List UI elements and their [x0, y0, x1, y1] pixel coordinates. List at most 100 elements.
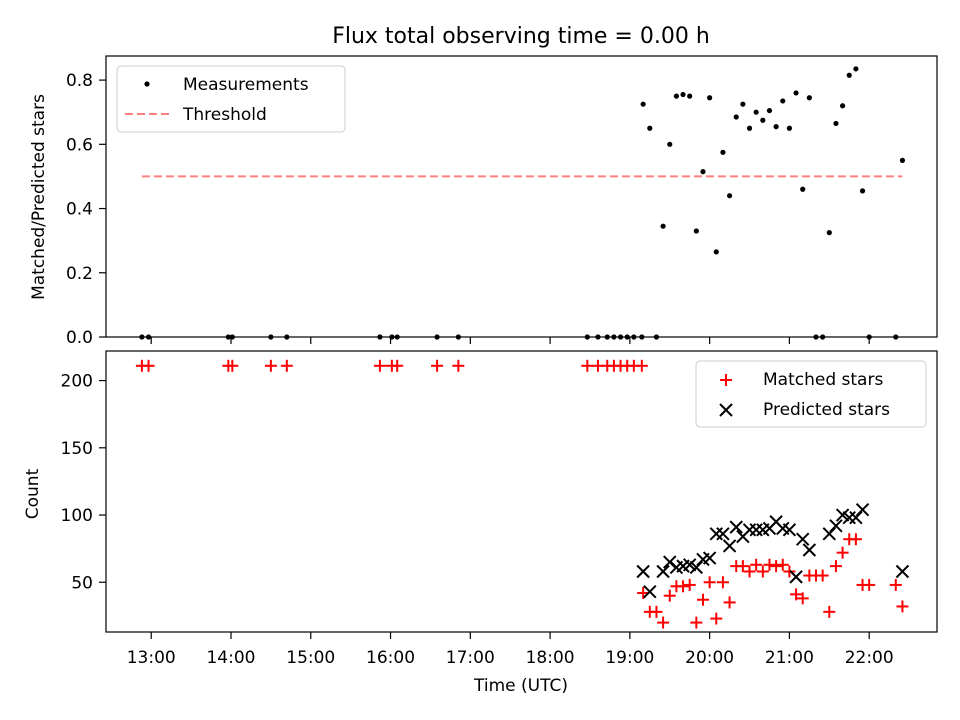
top-plot-frame: [105, 55, 938, 338]
top-panel: Flux total observing time = 0.00 h Match…: [29, 24, 938, 348]
bottom-y-tick-label: 200: [61, 372, 93, 392]
predicted-star-point: [656, 564, 670, 579]
top-y-tick-label: 0.0: [66, 328, 93, 348]
matched-star-point: [226, 359, 239, 372]
measurement-point: [667, 141, 673, 147]
top-y-tick-label: 0.6: [66, 135, 93, 155]
measurement-point: [700, 169, 706, 175]
x-tick-label: 15:00: [286, 648, 335, 668]
measurement-point: [740, 101, 746, 107]
x-tick-label: 13:00: [127, 648, 176, 668]
matched-star-point: [776, 558, 789, 571]
matched-star-point: [863, 578, 876, 591]
predicted-star-point: [822, 527, 837, 541]
measurement-point: [800, 186, 806, 192]
matched-star-point: [836, 546, 849, 559]
measurement-point: [839, 103, 846, 109]
measurement-point: [766, 107, 773, 114]
x-tick-label: 14:00: [206, 648, 255, 668]
matched-star-point: [142, 359, 155, 372]
matched-star-point: [696, 593, 709, 606]
legend-predicted-marker: [719, 403, 733, 417]
legend-threshold-label: Threshold: [182, 105, 267, 125]
top-legend-box: [116, 65, 346, 133]
x-tick-label: 17:00: [446, 648, 495, 668]
matched-star-point: [736, 560, 749, 573]
matched-star-point: [663, 589, 676, 602]
measurement-point: [680, 91, 686, 98]
matched-star-point: [650, 605, 663, 618]
predicted-star-point: [782, 523, 797, 537]
predicted-star-point: [689, 560, 704, 575]
measurement-point: [859, 188, 866, 194]
measurement-point: [786, 125, 793, 131]
predicted-star-point: [636, 564, 650, 579]
bottom-y-tick-label: 150: [61, 439, 93, 459]
predicted-star-point: [849, 511, 863, 525]
measurement-point: [673, 93, 679, 99]
count-points: [135, 359, 910, 629]
predicted-star-point: [716, 527, 730, 541]
bottom-plot-frame: [105, 350, 938, 633]
predicted-star-point: [796, 532, 810, 546]
measurement-point: [713, 249, 719, 255]
matched-star-point: [816, 569, 829, 582]
predicted-star-point: [702, 551, 717, 565]
measurement-point: [726, 193, 733, 199]
matched-star-point: [657, 616, 670, 629]
bottom-legend: Matched stars Predicted stars: [695, 360, 927, 428]
measurement-point: [846, 72, 852, 78]
top-y-axis-label: Matched/Predicted stars: [29, 94, 49, 300]
matched-star-point: [373, 359, 386, 372]
measurement-point: [647, 125, 653, 131]
matched-star-point: [756, 565, 769, 578]
matched-star-point: [635, 359, 648, 372]
matched-star-point: [677, 580, 690, 593]
measurement-point: [720, 149, 726, 155]
measurement-point: [806, 95, 812, 101]
measurement-point: [687, 93, 693, 99]
measurement-point: [793, 90, 799, 96]
top-y-tick-label: 0.8: [66, 71, 93, 91]
matched-star-point: [716, 576, 729, 589]
bottom-y-tick-label: 100: [61, 506, 93, 526]
measurement-points: [139, 66, 906, 340]
predicted-star-point: [643, 584, 657, 599]
top-y-ticks: 0.0 0.2 0.4 0.6 0.8: [66, 71, 106, 348]
legend-predicted-label: Predicted stars: [763, 400, 890, 420]
matched-star-point: [763, 558, 776, 571]
x-tick-label: 20:00: [685, 648, 734, 668]
x-tick-label: 22:00: [845, 648, 894, 668]
legend-matched-marker: [720, 374, 732, 386]
matched-star-point: [743, 565, 756, 578]
measurement-point: [760, 117, 766, 123]
predicted-star-point: [789, 570, 803, 584]
bottom-legend-box: [695, 360, 927, 428]
predicted-star-point: [895, 564, 910, 579]
matched-star-point: [280, 359, 293, 372]
top-y-tick-label: 0.2: [66, 264, 93, 284]
measurement-point: [660, 223, 666, 229]
legend-measurements-marker: [144, 81, 150, 87]
legend-measurements-label: Measurements: [183, 75, 309, 95]
measurement-point: [780, 98, 786, 104]
measurement-point: [693, 228, 699, 234]
matched-star-point: [750, 558, 763, 571]
matched-star-point: [683, 578, 696, 591]
top-legend: Measurements Threshold: [116, 65, 346, 133]
x-tick-label: 16:00: [366, 648, 415, 668]
x-tick-label: 21:00: [765, 648, 814, 668]
measurement-point: [733, 114, 739, 120]
chart-title: Flux total observing time = 0.00 h: [332, 24, 710, 49]
matched-star-point: [710, 612, 723, 625]
measurement-point: [826, 230, 832, 236]
matched-star-point: [690, 616, 703, 629]
measurement-point: [853, 66, 859, 72]
bottom-y-ticks: 50 100 150 200: [61, 372, 106, 593]
measurement-point: [746, 125, 753, 131]
matched-star-point: [703, 576, 716, 589]
x-axis-label: Time (UTC): [473, 676, 568, 696]
predicted-star-point: [802, 543, 817, 557]
legend-matched-label: Matched stars: [763, 370, 883, 390]
